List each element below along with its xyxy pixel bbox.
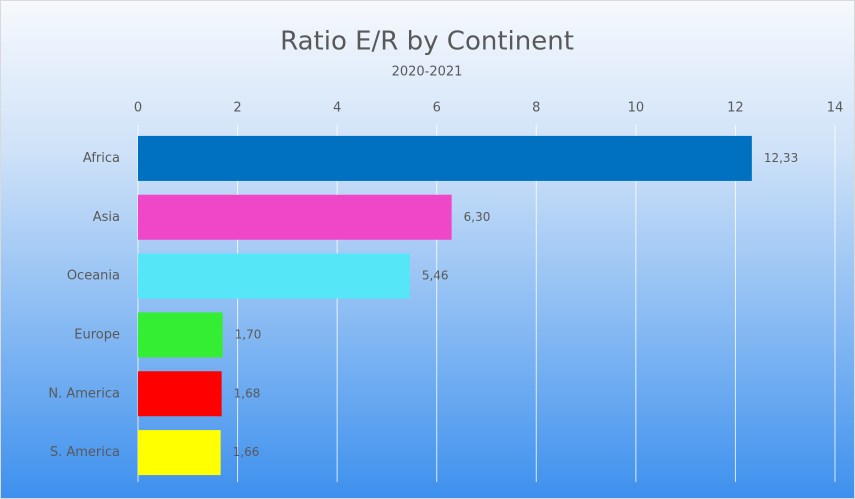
value-label: 1,66: [233, 445, 260, 459]
bar: [138, 135, 752, 181]
y-tick-label: Africa: [83, 151, 120, 166]
bar: [138, 253, 410, 299]
x-tick-label: 6: [433, 101, 441, 116]
value-label: 5,46: [422, 269, 449, 283]
y-tick-label: S. America: [50, 445, 120, 460]
y-tick-label: Oceania: [67, 269, 120, 284]
y-tick-label: Asia: [93, 210, 120, 225]
bar: [138, 430, 221, 476]
chart-subtitle: 2020-2021: [392, 65, 463, 80]
value-label: 1,70: [235, 327, 262, 341]
value-label: 1,68: [234, 386, 261, 400]
chart-title: Ratio E/R by Continent: [280, 27, 574, 57]
x-tick-label: 0: [134, 101, 142, 116]
x-tick-label: 2: [233, 101, 241, 116]
value-label: 12,33: [764, 151, 798, 165]
y-tick-label: N. America: [48, 386, 120, 401]
x-tick-label: 10: [628, 101, 645, 116]
x-tick-label: 4: [333, 101, 341, 116]
y-tick-label: Europe: [74, 327, 120, 342]
x-tick-label: 12: [727, 101, 744, 116]
bar: [138, 194, 452, 240]
bar: [138, 312, 223, 358]
bar: [138, 371, 222, 417]
value-label: 6,30: [464, 210, 491, 224]
x-tick-label: 8: [532, 101, 540, 116]
x-tick-label: 14: [827, 101, 844, 116]
